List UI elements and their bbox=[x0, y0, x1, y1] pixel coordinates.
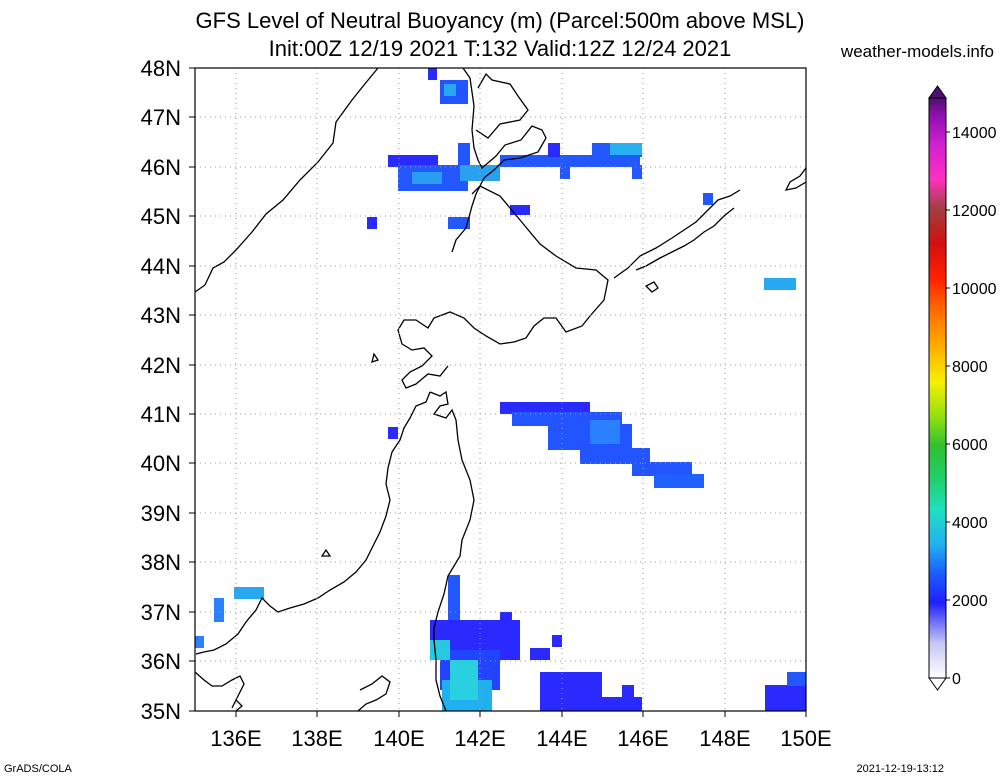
map-subtitle: Init:00Z 12/19 2021 T:132 Valid:12Z 12/2… bbox=[268, 36, 732, 61]
colorbar-label: 12000 bbox=[952, 203, 997, 220]
colorbar: 0 2000 4000 6000 8000 10000 12000 14000 bbox=[928, 85, 997, 691]
colorbar-label: 10000 bbox=[952, 281, 997, 298]
lat-label: 48N bbox=[141, 56, 181, 81]
lat-label: 40N bbox=[141, 451, 181, 476]
lat-label: 38N bbox=[141, 550, 181, 575]
lon-labels: 136E 138E 140E 142E 144E 146E 148E 150E bbox=[210, 726, 831, 751]
colorbar-label: 6000 bbox=[952, 437, 988, 454]
lon-label: 142E bbox=[454, 726, 505, 751]
lat-label: 47N bbox=[141, 105, 181, 130]
colorbar-bottom-arrow bbox=[928, 677, 947, 691]
colorbar-label: 8000 bbox=[952, 359, 988, 376]
lon-label: 148E bbox=[699, 726, 750, 751]
colorbar-label: 14000 bbox=[952, 125, 997, 142]
colorbar-ramp bbox=[928, 97, 947, 679]
lat-label: 36N bbox=[141, 649, 181, 674]
colorbar-top-arrow bbox=[928, 85, 947, 99]
lat-label: 43N bbox=[141, 303, 181, 328]
colorbar-label: 2000 bbox=[952, 593, 988, 610]
lon-label: 140E bbox=[373, 726, 424, 751]
graticule bbox=[195, 68, 806, 711]
map-title: GFS Level of Neutral Buoyancy (m) (Parce… bbox=[195, 8, 805, 33]
lat-label: 39N bbox=[141, 501, 181, 526]
colorbar-label: 4000 bbox=[952, 515, 988, 532]
footer-timestamp: 2021-12-19-13:12 bbox=[856, 763, 944, 775]
colorbar-label: 0 bbox=[952, 671, 961, 688]
lat-label: 44N bbox=[141, 254, 181, 279]
lon-label: 136E bbox=[210, 726, 261, 751]
lon-label: 144E bbox=[536, 726, 587, 751]
lat-label: 37N bbox=[141, 600, 181, 625]
lat-label: 35N bbox=[141, 699, 181, 724]
coastlines bbox=[195, 68, 806, 711]
lat-label: 45N bbox=[141, 204, 181, 229]
footer-credit: GrADS/COLA bbox=[4, 763, 72, 775]
lat-labels: 35N 36N 37N 38N 39N 40N 41N 42N 43N 44N … bbox=[141, 56, 181, 724]
site-credit: weather-models.info bbox=[840, 42, 994, 61]
lat-label: 41N bbox=[141, 402, 181, 427]
lat-label: 46N bbox=[141, 155, 181, 180]
lon-label: 150E bbox=[780, 726, 831, 751]
lon-label: 138E bbox=[291, 726, 342, 751]
lon-label: 146E bbox=[617, 726, 668, 751]
buoyancy-shading bbox=[195, 68, 806, 711]
lat-label: 42N bbox=[141, 353, 181, 378]
axis-ticks bbox=[189, 67, 807, 717]
map-frame bbox=[194, 67, 807, 712]
